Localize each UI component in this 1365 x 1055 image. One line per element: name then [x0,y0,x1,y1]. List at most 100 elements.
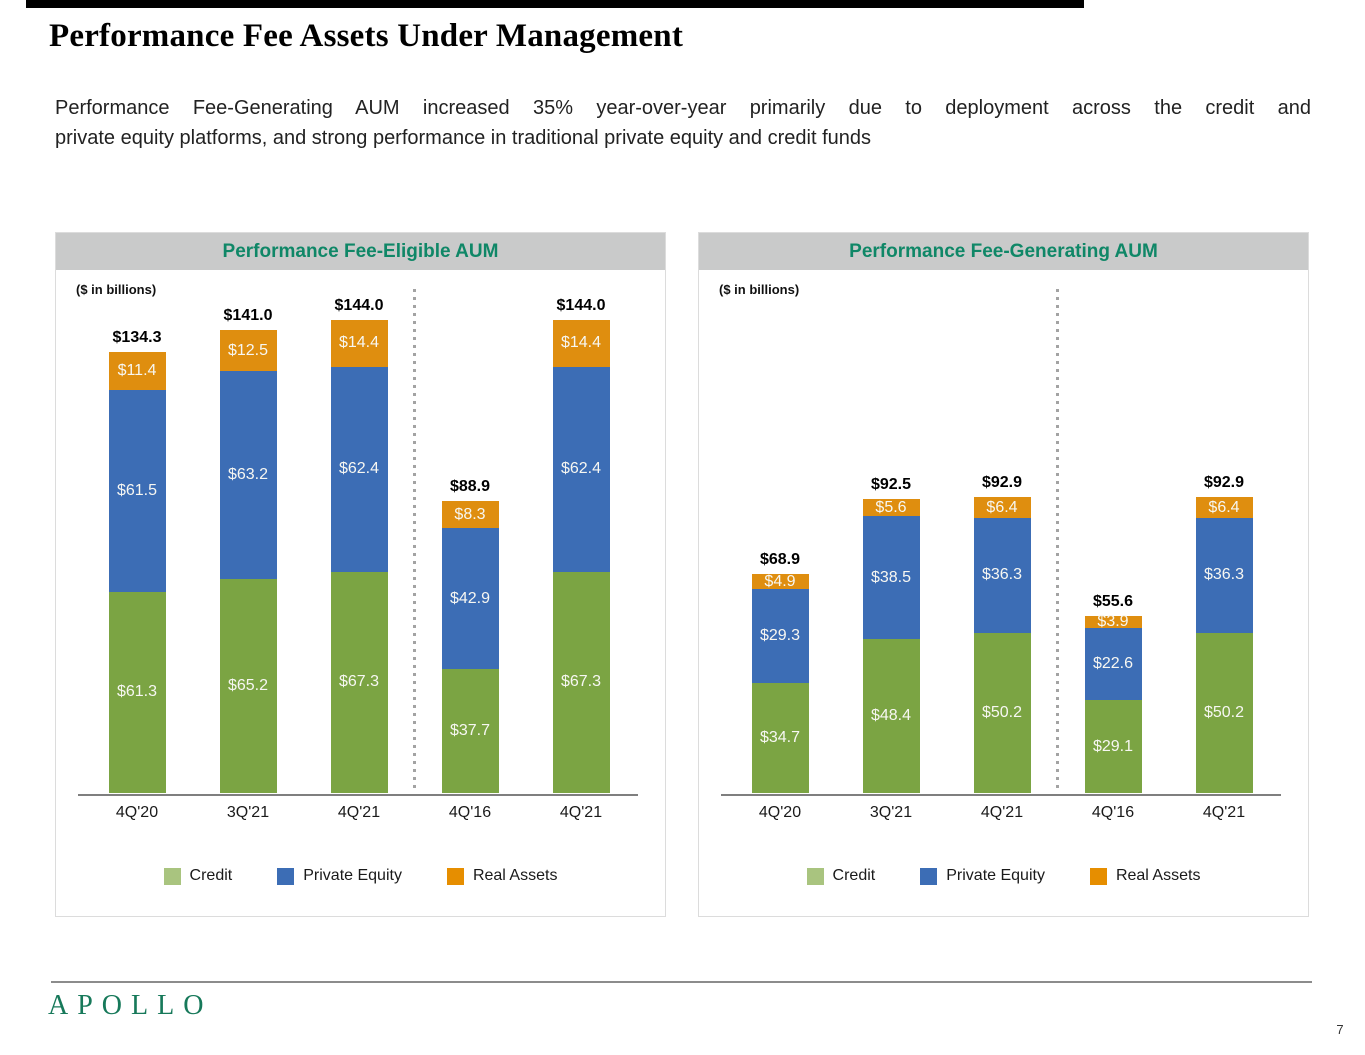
bar-segment-credit: $50.2 [973,633,1031,793]
stacked-bar-4q-21: $50.2 $36.3 $6.4 [973,497,1031,793]
stacked-bar-4q-21: $50.2 $36.3 $6.4 [1195,497,1253,793]
segment-value-label: $14.4 [560,334,602,352]
x-axis-tick-label: 4Q'16 [448,804,492,821]
bar-segment-credit: $29.1 [1084,700,1142,793]
x-axis-tick-label: 4Q'16 [1091,804,1135,821]
slide-subtitle: Performance Fee-Generating AUM increased… [55,93,1311,153]
stacked-bar-3q-21: $48.4 $38.5 $5.6 [862,499,920,793]
segment-value-label: $29.3 [759,626,801,644]
bar-segment-private-equity: $22.6 [1084,628,1142,701]
top-accent-bar [26,0,1084,8]
page-title: Performance Fee Assets Under Management [49,18,684,54]
bar-segment-real-assets: $14.4 [552,319,610,367]
legend-item-credit: Credit [163,867,233,885]
bar-segment-private-equity: $36.3 [973,517,1031,634]
period-divider-dotted-line [1056,289,1059,789]
x-axis-tick-label: 4Q'20 [115,804,159,821]
segment-value-label: $29.1 [1092,737,1134,755]
chart-title-fee-eligible: Performance Fee-Eligible AUM [56,233,665,270]
segment-value-label: $42.9 [449,589,491,607]
bar-segment-private-equity: $63.2 [219,371,277,579]
bar-segment-real-assets: $11.4 [108,352,166,390]
segment-value-label: $6.4 [1208,498,1240,516]
legend-swatch-credit [163,867,181,885]
segment-value-label: $36.3 [1203,566,1245,584]
segment-value-label: $4.9 [764,572,796,590]
chart-panel-fee-eligible: Performance Fee-Eligible AUM ($ in billi… [55,232,666,917]
page-number: 7 [1336,1022,1344,1037]
stacked-bar-4q-20: $34.7 $29.3 $4.9 [751,572,809,793]
segment-value-label: $6.4 [986,498,1018,516]
chart-legend: Credit Private Equity Real Assets [699,867,1308,885]
bar-segment-private-equity: $36.3 [1195,517,1253,634]
bar-segment-private-equity: $42.9 [441,528,499,670]
chart-plot-fee-generating: $34.7 $29.3 $4.9 $68.9 4Q'20 $48.4 $38.5 $5.6 $9… [699,233,1308,916]
chart-panel-fee-generating: Performance Fee-Generating AUM ($ in bil… [698,232,1309,917]
segment-value-label: $14.4 [338,334,380,352]
segment-value-label: $3.9 [1097,613,1129,631]
segment-value-label: $61.3 [116,683,158,701]
subtitle-line-2: private equity platforms, and strong per… [55,127,871,149]
bar-total-label: $68.9 [759,550,801,568]
segment-value-label: $62.4 [338,460,380,478]
x-axis-line [78,794,638,796]
legend-label: Real Assets [472,867,558,884]
legend-swatch-real-assets [446,867,464,885]
stacked-bar-4q-16: $37.7 $42.9 $8.3 [441,500,499,793]
bar-segment-credit: $61.3 [108,591,166,793]
bar-segment-credit: $67.3 [552,571,610,793]
bar-segment-real-assets: $5.6 [862,499,920,517]
bar-segment-credit: $34.7 [751,682,809,793]
legend-label: Credit [832,867,876,884]
bar-total-label: $144.0 [334,296,384,314]
bar-segment-real-assets: $14.4 [330,319,388,367]
segment-value-label: $63.2 [227,465,269,483]
x-axis-tick-label: 4Q'21 [337,804,381,821]
segment-value-label: $67.3 [338,673,380,691]
bar-total-label: $141.0 [223,306,273,324]
legend-label: Credit [189,867,233,884]
bar-total-label: $92.5 [870,475,912,493]
legend-item-real-assets: Real Assets [446,867,558,885]
chart-title-fee-generating: Performance Fee-Generating AUM [699,233,1308,270]
bar-total-label: $88.9 [449,477,491,495]
x-axis-tick-label: 3Q'21 [869,804,913,821]
bar-segment-private-equity: $61.5 [108,389,166,592]
segment-value-label: $50.2 [981,704,1023,722]
segment-value-label: $37.7 [449,722,491,740]
segment-value-label: $50.2 [1203,704,1245,722]
bar-segment-real-assets: $6.4 [973,497,1031,518]
stacked-bar-4q-20: $61.3 $61.5 $11.4 [108,352,166,793]
bar-total-label: $92.9 [1203,474,1245,492]
legend-item-real-assets: Real Assets [1089,867,1200,885]
apollo-logo: APOLLO [48,990,213,1021]
legend-item-private-equity: Private Equity [277,867,402,885]
bar-segment-private-equity: $62.4 [330,366,388,572]
segment-value-label: $67.3 [560,673,602,691]
bar-total-label: $55.6 [1092,593,1134,611]
subtitle-line-1: Performance Fee-Generating AUM increased… [55,97,1311,119]
legend-label: Private Equity [303,867,402,884]
bar-segment-private-equity: $38.5 [862,516,920,639]
segment-value-label: $62.4 [560,460,602,478]
x-axis-tick-label: 4Q'21 [1202,804,1246,821]
x-axis-line [721,794,1281,796]
bar-segment-private-equity: $62.4 [552,366,610,572]
legend-swatch-credit [806,867,824,885]
chart-legend: Credit Private Equity Real Assets [56,867,665,885]
units-label: ($ in billions) [76,282,157,297]
bar-segment-real-assets: $12.5 [219,330,277,372]
legend-label: Private Equity [946,867,1045,884]
bar-segment-credit: $50.2 [1195,633,1253,793]
x-axis-tick-label: 4Q'21 [980,804,1024,821]
segment-value-label: $12.5 [227,341,269,359]
stacked-bar-4q-16: $29.1 $22.6 $3.9 [1084,613,1142,793]
bar-segment-credit: $37.7 [441,669,499,793]
period-divider-dotted-line [413,289,416,789]
bar-segment-real-assets: $3.9 [1084,613,1142,631]
legend-swatch-private-equity [920,867,938,885]
segment-value-label: $11.4 [117,361,157,379]
legend-item-credit: Credit [806,867,876,885]
legend-swatch-real-assets [1089,867,1107,885]
bar-total-label: $134.3 [112,328,162,346]
